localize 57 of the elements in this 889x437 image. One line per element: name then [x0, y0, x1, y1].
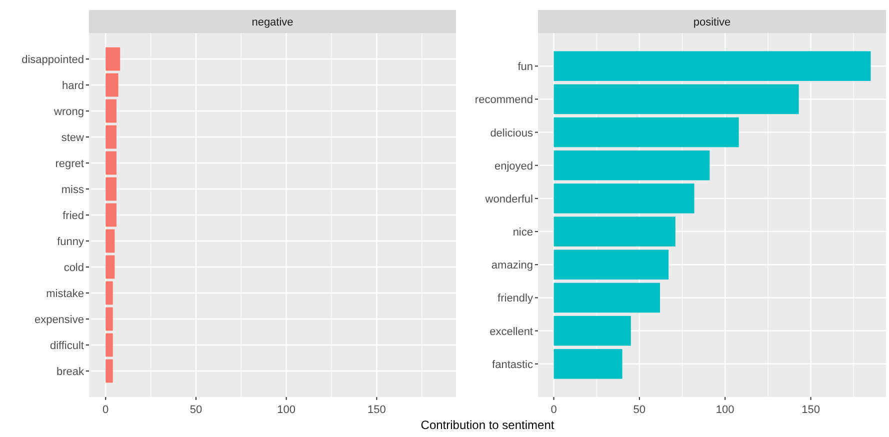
y-tick-label: excellent	[490, 326, 533, 338]
y-tick-label: hard	[62, 80, 84, 92]
chart-title: negative	[252, 16, 294, 28]
y-tick-label: cold	[64, 262, 84, 274]
bar	[554, 282, 660, 313]
x-tick-label: 50	[633, 404, 646, 416]
y-tick-label: difficult	[50, 340, 84, 352]
bar	[554, 216, 676, 246]
y-tick-label: mistake	[46, 288, 84, 300]
y-tick-label: recommend	[474, 94, 533, 106]
y-tick-label: miss	[61, 184, 84, 196]
x-tick-label: 50	[190, 404, 202, 416]
bar	[554, 84, 799, 114]
y-tick-label: friendly	[498, 292, 534, 305]
bar	[106, 281, 113, 305]
bar	[106, 151, 116, 175]
y-tick-label: disappointed	[22, 54, 84, 66]
x-axis-title: Contribution to sentiment	[420, 418, 555, 432]
y-tick-label: fun	[518, 61, 533, 74]
y-tick-label: expensive	[34, 314, 84, 326]
x-tick-label: 100	[277, 404, 296, 416]
y-tick-label: wonderful	[484, 193, 533, 206]
bar	[106, 359, 113, 383]
bar	[554, 250, 669, 280]
bar	[554, 117, 739, 148]
chart-title: positive	[693, 16, 731, 28]
bar	[554, 184, 694, 214]
bar	[106, 307, 113, 331]
bar	[106, 333, 113, 357]
bar	[554, 316, 631, 346]
y-tick-label: fried	[62, 210, 84, 222]
bar	[554, 349, 622, 379]
bar	[106, 229, 115, 253]
bar	[106, 99, 116, 123]
y-tick-label: enjoyed	[494, 160, 533, 172]
x-tick-label: 0	[102, 404, 109, 416]
y-tick-label: amazing	[491, 260, 533, 272]
y-tick-label: regret	[55, 158, 84, 170]
bar	[106, 177, 116, 201]
x-tick-label: 150	[802, 404, 820, 416]
x-tick-label: 100	[716, 404, 734, 416]
x-tick-label: 0	[550, 404, 557, 416]
y-tick-label: delicious	[490, 127, 534, 140]
y-tick-label: stew	[61, 132, 84, 144]
y-tick-label: funny	[57, 236, 84, 248]
bar	[554, 150, 710, 180]
bar	[106, 203, 116, 227]
bar	[554, 51, 871, 81]
bar	[106, 47, 120, 71]
y-tick-label: nice	[512, 226, 533, 239]
y-tick-label: fantastic	[492, 358, 534, 371]
x-tick-label: 150	[367, 404, 386, 416]
y-tick-label: break	[56, 366, 84, 378]
bar	[106, 255, 115, 279]
bar	[106, 73, 118, 97]
bar	[106, 125, 116, 149]
y-tick-label: wrong	[53, 106, 84, 118]
